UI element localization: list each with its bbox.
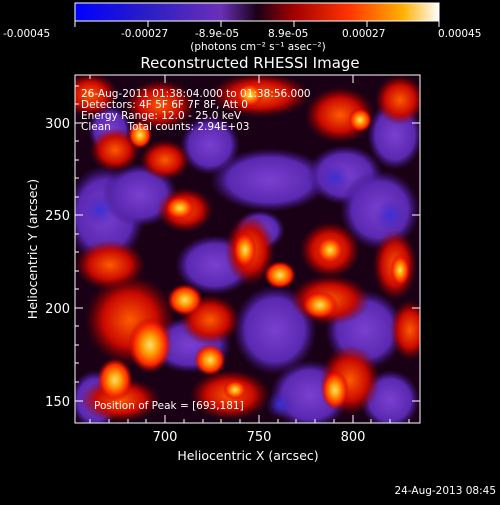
annotation-peak-position: Position of Peak = [693,181] bbox=[94, 400, 244, 412]
x-axis-ticks bbox=[89, 75, 410, 423]
annotation-block: 26-Aug-2011 01:38:04.000 to 01:38:56.000… bbox=[81, 88, 311, 133]
colorbar bbox=[74, 2, 440, 22]
colorbar-tick-labels: -0.00045 -0.00027 -8.9e-05 8.9e-05 0.000… bbox=[3, 28, 481, 40]
colorbar-unit-label: (photons cm⁻² s⁻¹ asec⁻²) bbox=[190, 41, 325, 53]
annotation-clean: Clean Total counts: 2.94E+03 bbox=[81, 121, 250, 133]
colorbar-tick-label: -8.9e-05 bbox=[195, 28, 239, 40]
annotation-energy-range: Energy Range: 12.0 - 25.0 keV bbox=[81, 110, 242, 122]
y-axis-label: Heliocentric Y (arcsec) bbox=[25, 179, 40, 319]
colorbar-tick-marks bbox=[74, 21, 440, 27]
footer-timestamp: 24-Aug-2013 08:45 bbox=[394, 485, 496, 497]
hot-cores bbox=[97, 83, 410, 410]
colorbar-tick-label: -0.00045 bbox=[3, 28, 50, 40]
y-tick-label: 200 bbox=[45, 302, 70, 317]
x-tick-label: 800 bbox=[341, 430, 366, 445]
y-tick-label: 150 bbox=[45, 395, 70, 410]
plot-title: Reconstructed RHESSI Image bbox=[140, 54, 359, 72]
annotation-detectors: Detectors: 4F 5F 6F 7F 8F, Att 0 bbox=[81, 99, 248, 111]
annotation-time-range: 26-Aug-2011 01:38:04.000 to 01:38:56.000 bbox=[81, 88, 311, 100]
plot-frame bbox=[74, 74, 421, 424]
image-map bbox=[75, 75, 420, 423]
x-axis-label: Heliocentric X (arcsec) bbox=[177, 448, 318, 463]
colorbar-tick-label: -0.00027 bbox=[121, 28, 168, 40]
colorbar-tick-label: 0.00045 bbox=[438, 28, 481, 40]
x-tick-label: 700 bbox=[153, 430, 178, 445]
x-tick-labels: 700 750 800 bbox=[153, 430, 366, 445]
x-tick-label: 750 bbox=[247, 430, 272, 445]
y-tick-label: 250 bbox=[45, 209, 70, 224]
y-tick-labels: 150 200 250 300 bbox=[45, 117, 70, 410]
y-axis-ticks bbox=[75, 85, 420, 402]
colorbar-tick-label: 8.9e-05 bbox=[268, 28, 308, 40]
y-tick-label: 300 bbox=[45, 117, 70, 132]
colorbar-tick-label: 0.00027 bbox=[342, 28, 385, 40]
